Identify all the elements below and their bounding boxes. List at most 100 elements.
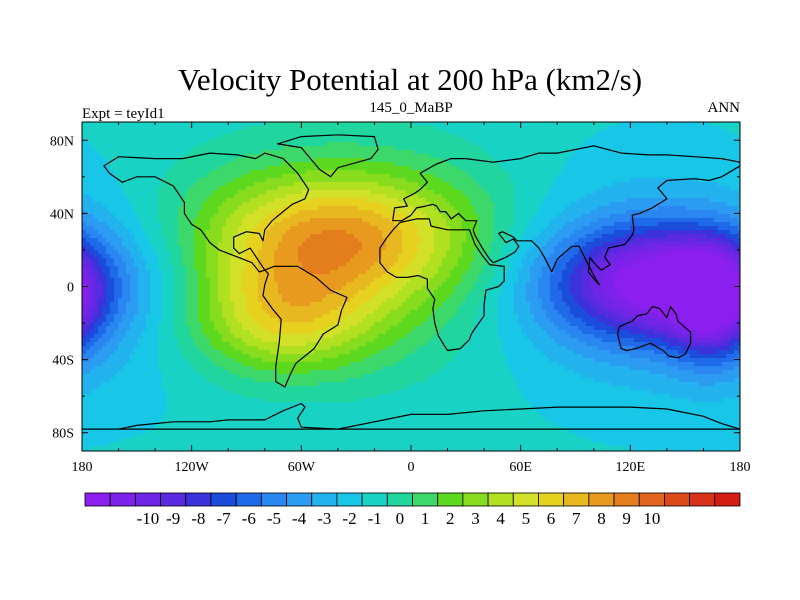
field-cell: [138, 226, 143, 231]
field-cell: [418, 142, 423, 147]
field-cell: [622, 138, 627, 143]
field-cell: [162, 130, 167, 135]
field-cell: [118, 218, 123, 223]
field-cell: [602, 182, 607, 187]
field-cell: [414, 174, 419, 179]
field-cell: [202, 202, 207, 207]
field-cell: [278, 146, 283, 151]
field-cell: [582, 238, 587, 243]
field-cell: [226, 162, 231, 167]
field-cell: [570, 138, 575, 143]
field-cell: [338, 202, 343, 207]
field-cell: [334, 214, 339, 219]
field-cell: [154, 174, 159, 179]
field-cell: [154, 186, 159, 191]
field-cell: [406, 174, 411, 179]
field-cell: [254, 206, 259, 211]
field-cell: [578, 194, 583, 199]
field-cell: [534, 178, 539, 183]
field-cell: [730, 206, 735, 211]
field-cell: [374, 154, 379, 159]
field-cell: [734, 150, 739, 155]
field-cell: [698, 202, 703, 207]
field-cell: [210, 210, 215, 215]
field-cell: [338, 174, 343, 179]
field-cell: [650, 146, 655, 151]
field-cell: [226, 142, 231, 147]
field-cell: [462, 150, 467, 155]
field-cell: [442, 190, 447, 195]
field-cell: [138, 242, 143, 247]
field-cell: [578, 154, 583, 159]
field-cell: [518, 174, 523, 179]
field-cell: [702, 202, 707, 207]
field-cell: [294, 146, 299, 151]
field-cell: [230, 146, 235, 151]
field-cell: [622, 134, 627, 139]
field-cell: [598, 162, 603, 167]
field-cell: [442, 210, 447, 215]
field-cell: [318, 174, 323, 179]
field-cell: [398, 138, 403, 143]
field-cell: [570, 178, 575, 183]
field-cell: [586, 134, 591, 139]
field-cell: [738, 202, 740, 207]
field-cell: [378, 214, 383, 219]
field-cell: [598, 218, 603, 223]
field-cell: [114, 178, 119, 183]
field-cell: [498, 166, 503, 171]
field-cell: [322, 154, 327, 159]
field-cell: [410, 126, 415, 131]
field-cell: [630, 126, 635, 131]
field-cell: [214, 126, 219, 131]
field-cell: [182, 194, 187, 199]
field-cell: [106, 234, 111, 239]
field-cell: [118, 186, 123, 191]
field-cell: [714, 190, 719, 195]
field-cell: [578, 158, 583, 163]
field-cell: [186, 162, 191, 167]
field-cell: [218, 194, 223, 199]
field-cell: [102, 202, 107, 207]
field-cell: [538, 210, 543, 215]
field-cell: [382, 138, 387, 143]
field-cell: [130, 122, 135, 127]
field-cell: [602, 218, 607, 223]
field-cell: [166, 162, 171, 167]
field-cell: [454, 222, 459, 227]
field-cell: [638, 202, 643, 207]
field-cell: [402, 174, 407, 179]
field-cell: [466, 206, 471, 211]
field-cell: [270, 190, 275, 195]
field-cell: [190, 166, 195, 171]
field-cell: [598, 134, 603, 139]
field-cell: [670, 122, 675, 127]
field-cell: [662, 210, 667, 215]
field-cell: [698, 222, 703, 227]
field-cell: [178, 138, 183, 143]
field-cell: [294, 150, 299, 155]
field-cell: [538, 222, 543, 227]
field-cell: [466, 202, 471, 207]
field-cell: [210, 230, 215, 235]
field-cell: [538, 182, 543, 187]
field-cell: [446, 146, 451, 151]
field-cell: [182, 226, 187, 231]
field-cell: [662, 202, 667, 207]
field-cell: [254, 150, 259, 155]
field-cell: [634, 154, 639, 159]
field-cell: [566, 222, 571, 227]
field-cell: [278, 194, 283, 199]
field-cell: [158, 178, 163, 183]
field-cell: [314, 210, 319, 215]
field-cell: [410, 222, 415, 227]
field-cell: [474, 190, 479, 195]
field-cell: [410, 134, 415, 139]
field-cell: [198, 170, 203, 175]
field-cell: [382, 154, 387, 159]
field-cell: [310, 222, 315, 227]
field-cell: [546, 202, 551, 207]
field-cell: [382, 226, 387, 231]
field-cell: [98, 122, 103, 127]
field-cell: [246, 170, 251, 175]
